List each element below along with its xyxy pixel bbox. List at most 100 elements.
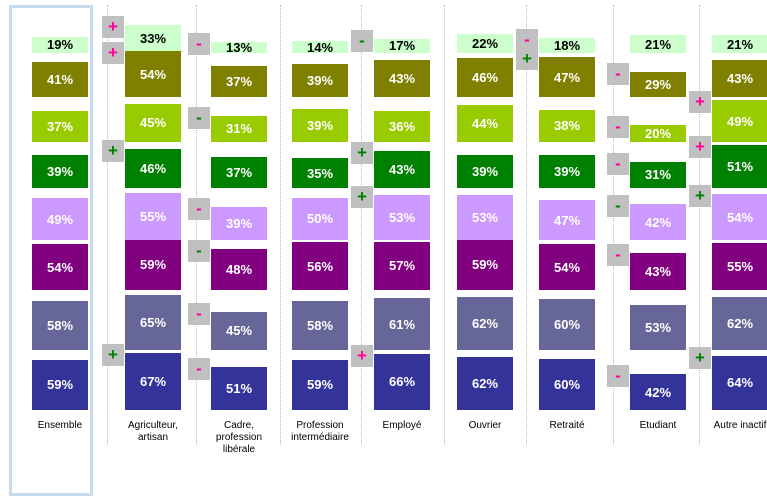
category-label: Ouvrier [468,420,502,431]
value-box: 39% [32,154,88,188]
category-label: Etudiant [639,420,677,431]
value-box: 58% [292,300,348,350]
sign-marker: - [607,365,629,388]
value-box: 51% [712,144,767,188]
value-box: 41% [32,62,88,97]
value-box: 46% [457,57,513,97]
sign-marker: - [188,302,210,325]
value-label: 62% [471,316,499,332]
sign-marker: + [351,142,373,165]
sign-marker: - [188,197,210,220]
value-label: 31% [225,121,253,137]
value-box: 54% [539,244,595,290]
value-label: 21% [644,36,672,52]
separator [526,5,527,445]
value-box: 67% [125,353,181,410]
value-label: 65% [139,314,167,330]
value-label: 14% [306,39,334,55]
value-label: 13% [225,39,253,55]
category-label: Ensemble [37,420,83,431]
sign-marker: + [102,15,124,38]
separator [361,5,362,445]
category-label: Agriculteur, artisan [127,420,179,443]
value-label: 42% [644,384,672,400]
sign-marker: - [188,32,210,55]
value-box: 45% [211,311,267,350]
value-box: 46% [125,148,181,188]
value-label: 37% [225,164,253,180]
value-label: 58% [306,317,334,333]
value-label: 22% [471,36,499,52]
value-label: 39% [471,163,499,179]
value-box: 42% [630,204,686,240]
value-label: 47% [553,69,581,85]
value-box: 21% [630,35,686,53]
value-box: 66% [374,353,430,410]
value-label: 39% [46,163,74,179]
value-box: 20% [630,125,686,142]
category-label: Retraité [549,420,585,431]
value-label: 66% [388,374,416,390]
value-box: 43% [712,60,767,97]
value-label: 60% [553,317,581,332]
value-box: 59% [292,359,348,410]
value-label: 53% [471,209,499,225]
separator [699,5,700,445]
value-label: 18% [553,37,581,53]
value-box: 49% [32,198,88,240]
sign-marker: - [607,152,629,175]
value-box: 45% [125,103,181,142]
value-label: 62% [471,376,499,392]
separator [443,5,445,445]
value-box: 36% [374,111,430,142]
value-box: 49% [712,100,767,142]
value-box: 18% [539,37,595,53]
value-box: 39% [539,154,595,188]
sign-marker: + [689,91,711,114]
value-label: 43% [388,162,416,178]
value-label: 21% [726,36,754,52]
value-label: 51% [225,380,253,396]
value-label: 59% [306,377,334,393]
value-box: 55% [125,193,181,240]
separator [106,5,108,445]
sign-marker: - [188,240,210,263]
value-box: 53% [630,304,686,350]
value-label: 39% [306,117,334,133]
value-label: 43% [726,71,754,87]
highlight-frame [9,5,93,496]
value-label: 37% [46,118,74,134]
value-box: 60% [539,359,595,410]
value-box: 44% [457,104,513,142]
value-box: 50% [292,197,348,240]
value-label: 38% [553,118,581,134]
value-label: 53% [644,319,672,335]
value-label: 35% [306,165,334,181]
value-box: 47% [539,200,595,240]
sign-marker: + [689,346,711,369]
value-label: 17% [388,38,416,54]
sign-marker: - [188,106,210,129]
value-label: 59% [471,257,499,273]
value-label: 49% [46,211,74,227]
category-label: Profession intermédiaire [291,420,349,443]
value-box: 59% [125,239,181,290]
value-label: 51% [726,158,754,174]
value-box: 37% [211,156,267,188]
value-box: 53% [374,194,430,240]
value-label: 53% [388,209,416,225]
value-box: 39% [292,63,348,97]
value-label: 54% [726,209,754,225]
value-label: 45% [139,115,167,131]
value-box: 43% [630,253,686,290]
value-box: 39% [457,154,513,188]
sign-marker: + [689,135,711,158]
separator [279,5,281,445]
value-box: 31% [630,161,686,188]
value-box: 35% [292,158,348,188]
value-box: 31% [211,115,267,142]
value-label: 54% [139,66,167,82]
value-box: 51% [211,366,267,410]
value-box: 37% [32,110,88,142]
value-box: 61% [374,298,430,350]
